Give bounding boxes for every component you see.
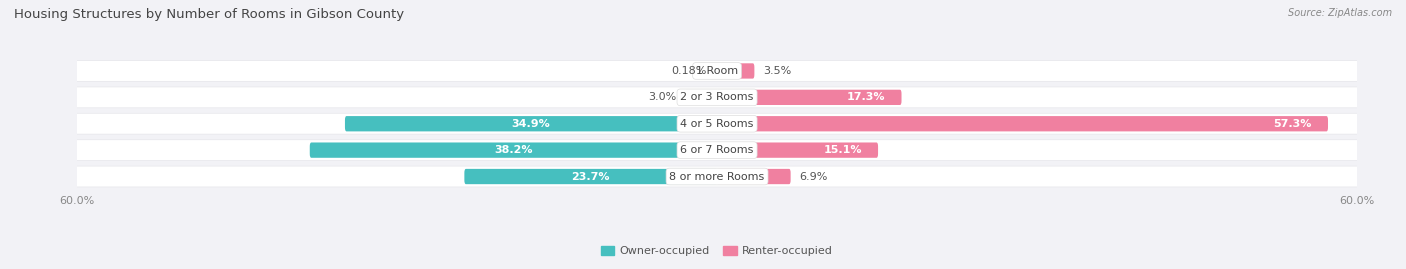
- FancyBboxPatch shape: [717, 116, 1329, 131]
- FancyBboxPatch shape: [344, 116, 717, 131]
- FancyBboxPatch shape: [65, 167, 1369, 187]
- Text: 34.9%: 34.9%: [512, 119, 550, 129]
- FancyBboxPatch shape: [685, 90, 717, 105]
- Text: 17.3%: 17.3%: [846, 92, 886, 102]
- Text: Housing Structures by Number of Rooms in Gibson County: Housing Structures by Number of Rooms in…: [14, 8, 404, 21]
- FancyBboxPatch shape: [717, 143, 879, 158]
- Legend: Owner-occupied, Renter-occupied: Owner-occupied, Renter-occupied: [596, 242, 838, 261]
- FancyBboxPatch shape: [717, 169, 790, 184]
- FancyBboxPatch shape: [65, 140, 1369, 160]
- Text: 38.2%: 38.2%: [494, 145, 533, 155]
- Text: 6.9%: 6.9%: [799, 172, 828, 182]
- FancyBboxPatch shape: [62, 87, 1372, 108]
- Text: 0.18%: 0.18%: [671, 66, 707, 76]
- Text: 3.5%: 3.5%: [763, 66, 792, 76]
- FancyBboxPatch shape: [717, 90, 901, 105]
- FancyBboxPatch shape: [62, 113, 1372, 134]
- FancyBboxPatch shape: [62, 166, 1372, 187]
- FancyBboxPatch shape: [717, 63, 755, 79]
- Text: 57.3%: 57.3%: [1274, 119, 1312, 129]
- FancyBboxPatch shape: [62, 139, 1372, 161]
- Text: 15.1%: 15.1%: [824, 145, 862, 155]
- FancyBboxPatch shape: [62, 60, 1372, 82]
- Text: 2 or 3 Rooms: 2 or 3 Rooms: [681, 92, 754, 102]
- Text: 4 or 5 Rooms: 4 or 5 Rooms: [681, 119, 754, 129]
- FancyBboxPatch shape: [716, 63, 717, 79]
- Text: 1 Room: 1 Room: [696, 66, 738, 76]
- Text: Source: ZipAtlas.com: Source: ZipAtlas.com: [1288, 8, 1392, 18]
- Text: 6 or 7 Rooms: 6 or 7 Rooms: [681, 145, 754, 155]
- FancyBboxPatch shape: [65, 87, 1369, 107]
- FancyBboxPatch shape: [309, 143, 717, 158]
- FancyBboxPatch shape: [65, 114, 1369, 134]
- FancyBboxPatch shape: [464, 169, 717, 184]
- Text: 23.7%: 23.7%: [571, 172, 610, 182]
- Text: 3.0%: 3.0%: [648, 92, 676, 102]
- Text: 8 or more Rooms: 8 or more Rooms: [669, 172, 765, 182]
- FancyBboxPatch shape: [65, 61, 1369, 81]
